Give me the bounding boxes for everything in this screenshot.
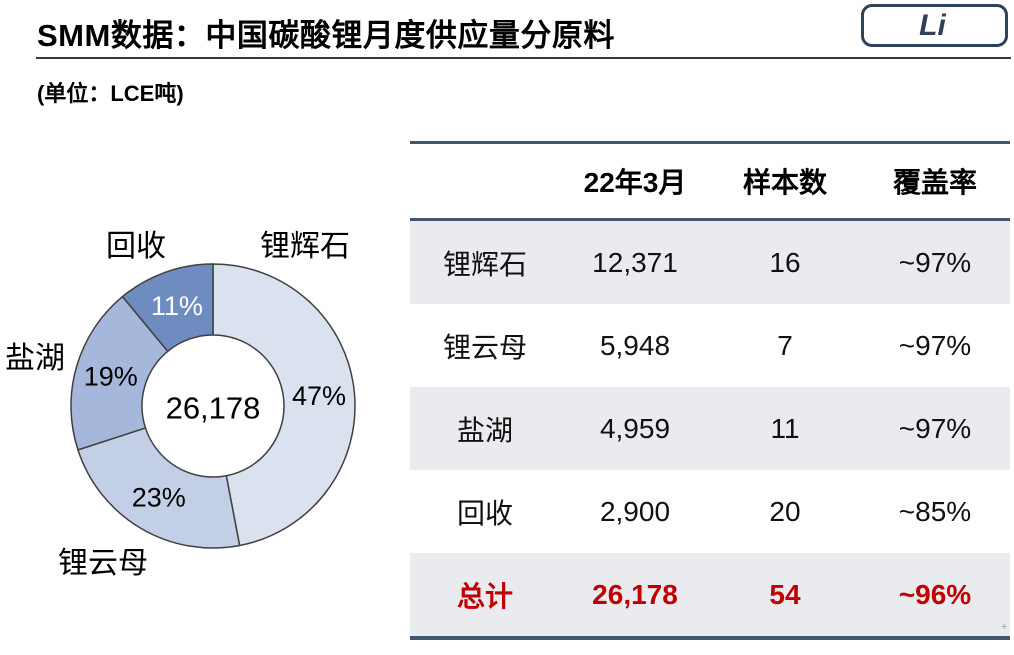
- slice-label-lepidolite: 锂云母: [58, 547, 148, 580]
- cell-material: 锂云母: [442, 331, 527, 363]
- table-bottom-rule: [410, 636, 1010, 640]
- cell-value: 5,948: [599, 329, 671, 361]
- supply-table: 22年3月 样本数 覆盖率 锂辉石 12,371 16 ~97% 锂云母 5,9…: [410, 141, 1010, 640]
- table-row-saltlake: 盐湖 4,959 11 ~97%: [410, 387, 1010, 470]
- table-row-total: 总计 26,178 54 ~96%: [410, 553, 1010, 636]
- title-divider: [36, 57, 1011, 59]
- cell-samples: 11: [770, 412, 800, 444]
- slice-percent-label-3: 11%: [151, 291, 203, 321]
- slice-label-saltlake: 盐湖: [5, 342, 65, 375]
- cell-material: 盐湖: [456, 414, 513, 446]
- page-title: SMM数据：中国碳酸锂月度供应量分原料: [37, 18, 615, 53]
- header-cell-samples: 样本数: [742, 167, 827, 198]
- header-cell-coverage: 覆盖率: [892, 167, 977, 198]
- table-top-rule: [410, 141, 1010, 144]
- unit-label: (单位：LCE吨): [37, 81, 184, 106]
- cell-value: 12,371: [592, 246, 678, 278]
- cell-samples: 16: [769, 246, 801, 278]
- donut-chart: 47% 23% 19% 11% 26,178 回收 锂辉石 盐湖 锂云母: [0, 220, 405, 610]
- cell-coverage: ~97%: [898, 412, 972, 444]
- cell-material: 回收: [456, 497, 513, 529]
- table-row-recycle: 回收 2,900 20 ~85%: [410, 470, 1010, 553]
- cell-value: 4,959: [599, 412, 671, 444]
- footnote-mark: +: [1001, 621, 1008, 633]
- slice-label-recycle: 回收: [106, 230, 166, 263]
- li-badge-label: Li: [919, 8, 946, 42]
- cell-coverage: ~97%: [898, 329, 972, 361]
- table-row-spodumene: 锂辉石 12,371 16 ~97%: [410, 221, 1010, 304]
- table-row-lepidolite: 锂云母 5,948 7 ~97%: [410, 304, 1010, 387]
- donut-slice-2: [70, 295, 169, 451]
- slice-percent-label-2: 19%: [84, 361, 138, 391]
- donut-slice-3: [121, 263, 214, 353]
- slice-percent-label-1: 23%: [132, 483, 186, 513]
- cell-material: 总计: [456, 580, 513, 612]
- cell-value: 26,178: [592, 578, 678, 610]
- li-element-badge: Li: [861, 4, 1008, 47]
- cell-samples: 54: [769, 578, 801, 610]
- table-header-row: 22年3月 样本数 覆盖率: [410, 144, 1010, 218]
- donut-slice-1: [77, 427, 241, 549]
- slice-label-spodumene: 锂辉石: [260, 230, 350, 263]
- donut-svg: 47% 23% 19% 11% 26,178: [70, 263, 356, 549]
- slice-percent-label-0: 47%: [292, 381, 346, 411]
- cell-coverage: ~96%: [898, 578, 972, 610]
- header-cell-month: 22年3月: [583, 167, 687, 198]
- cell-coverage: ~85%: [898, 495, 972, 527]
- donut-slice-0: [212, 263, 356, 547]
- cell-samples: 7: [777, 329, 793, 361]
- table-header-rule: [410, 218, 1010, 221]
- donut-center-total: 26,178: [166, 391, 261, 426]
- cell-value: 2,900: [599, 495, 671, 527]
- cell-coverage: ~97%: [898, 246, 972, 278]
- cell-material: 锂辉石: [442, 248, 527, 280]
- cell-samples: 20: [769, 495, 801, 527]
